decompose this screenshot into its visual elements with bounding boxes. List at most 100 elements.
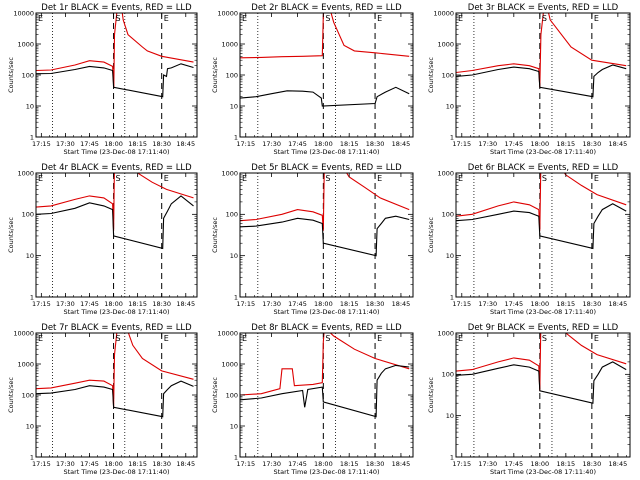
- x-tick-label: 18:30: [152, 300, 171, 308]
- events-series-line: [36, 195, 194, 250]
- start-marker-label: S: [325, 174, 330, 183]
- y-axis-label: Counts/sec: [427, 377, 435, 413]
- lld-series-line: [36, 13, 194, 88]
- x-tick-label: 18:15: [128, 300, 147, 308]
- series-group: [36, 173, 194, 250]
- x-tick-label: 18:00: [314, 460, 333, 468]
- end-marker-label: E: [242, 174, 247, 183]
- y-tick-label: 100: [226, 71, 238, 79]
- y-tick-label: 10: [26, 422, 34, 430]
- x-tick-label: 17:45: [80, 140, 99, 148]
- x-tick-label: 17:30: [262, 140, 281, 148]
- end-marker-label: E: [38, 174, 43, 183]
- y-tick-label: 100: [22, 71, 34, 79]
- x-tick-label: 17:30: [262, 300, 281, 308]
- start-marker-label: S: [542, 334, 547, 343]
- panel-title: Det 9r BLACK = Events, RED = LLD: [468, 323, 619, 333]
- y-tick-label: 100: [226, 211, 238, 219]
- panel-5: S E E 1 10 100 1000 17:15 17:30 17:45 18:00 18:15 18…: [211, 163, 414, 316]
- x-tick-label: 18:30: [582, 300, 601, 308]
- end-marker-label: E: [377, 14, 382, 23]
- y-tick-label: 10: [230, 102, 238, 110]
- end-marker-label: E: [38, 334, 43, 343]
- y-tick-label: 10: [230, 422, 238, 430]
- x-tick-label: 18:00: [314, 300, 333, 308]
- y-tick-label: 10: [446, 252, 454, 260]
- panel-title: Det 5r BLACK = Events, RED = LLD: [251, 163, 402, 173]
- y-tick-label: 100: [22, 211, 34, 219]
- lld-series-line: [456, 333, 627, 391]
- y-axis-label: Counts/sec: [211, 217, 219, 253]
- y-tick-label: 10: [26, 102, 34, 110]
- x-tick-label: 18:15: [556, 300, 575, 308]
- x-tick-label: 18:15: [128, 460, 147, 468]
- start-marker-label: S: [116, 174, 121, 183]
- y-tick-label: 1: [450, 133, 454, 141]
- y-axis-label: Counts/sec: [211, 57, 219, 93]
- x-tick-label: 18:45: [608, 140, 627, 148]
- panel-title: Det 2r BLACK = Events, RED = LLD: [251, 3, 402, 13]
- y-tick-label: 1: [234, 133, 238, 141]
- panel-title: Det 8r BLACK = Events, RED = LLD: [251, 323, 402, 333]
- x-tick-label: 18:00: [104, 140, 123, 148]
- start-marker-label: S: [116, 14, 121, 23]
- end-marker-label: E: [458, 334, 463, 343]
- panel-title: Det 1r BLACK = Events, RED = LLD: [41, 3, 192, 13]
- x-tick-label: 18:00: [314, 140, 333, 148]
- x-tick-label: 17:45: [288, 300, 307, 308]
- events-series-line: [36, 63, 194, 98]
- y-tick-label: 1000: [437, 169, 454, 177]
- x-tick-label: 18:45: [608, 300, 627, 308]
- x-axis-label: Start Time (23-Dec-08 17:11:40): [490, 468, 596, 476]
- panel-4: S E E 1 10 100 1000 17:15 17:30 17:45 18:00 18:15 18…: [7, 163, 198, 316]
- end-marker-label: E: [377, 334, 382, 343]
- x-tick-label: 17:30: [56, 460, 75, 468]
- y-tick-label: 10: [446, 412, 454, 420]
- series-group: [36, 13, 194, 98]
- end-marker-label: E: [164, 14, 169, 23]
- y-tick-label: 10: [230, 252, 238, 260]
- x-tick-label: 17:15: [236, 300, 255, 308]
- x-tick-label: 17:15: [452, 140, 471, 148]
- x-axis-label: Start Time (23-Dec-08 17:11:40): [490, 308, 596, 316]
- end-marker-label: E: [38, 14, 43, 23]
- x-tick-label: 17:30: [478, 140, 497, 148]
- x-tick-label: 17:15: [236, 140, 255, 148]
- x-tick-label: 18:00: [104, 300, 123, 308]
- panel-8: S E E 1 10 100 1000 10000 17:15 17:30 17:45 18:00 18…: [211, 323, 414, 476]
- x-tick-label: 17:45: [80, 300, 99, 308]
- x-tick-label: 18:00: [530, 460, 549, 468]
- x-axis-label: Start Time (23-Dec-08 17:11:40): [63, 148, 169, 156]
- end-marker-label: E: [594, 14, 599, 23]
- y-tick-label: 1: [234, 293, 238, 301]
- y-tick-label: 10: [26, 252, 34, 260]
- x-tick-label: 18:30: [152, 460, 171, 468]
- y-tick-label: 1: [30, 133, 34, 141]
- x-tick-label: 18:45: [392, 140, 411, 148]
- end-marker-label: E: [594, 334, 599, 343]
- y-tick-label: 1: [30, 453, 34, 461]
- y-tick-label: 1000: [437, 329, 454, 337]
- events-series-line: [456, 361, 627, 404]
- events-series-line: [240, 364, 410, 418]
- series-group: [456, 333, 627, 404]
- y-tick-label: 1000: [221, 169, 238, 177]
- series-group: [456, 13, 627, 98]
- y-tick-label: 10: [446, 102, 454, 110]
- y-axis-label: Counts/sec: [7, 217, 15, 253]
- x-tick-label: 17:30: [478, 460, 497, 468]
- y-tick-label: 10000: [13, 9, 34, 17]
- y-tick-label: 1: [450, 453, 454, 461]
- panel-3: S E E 1 10 100 1000 10000 17:15 17:30 17:45 18:00 18…: [427, 3, 631, 156]
- panel-7: S E E 1 10 100 1000 10000 17:15 17:30 17:45 18:00 18…: [7, 323, 198, 476]
- y-tick-label: 1000: [221, 360, 238, 368]
- x-tick-label: 17:30: [478, 300, 497, 308]
- panel-title: Det 6r BLACK = Events, RED = LLD: [468, 163, 619, 173]
- events-series-line: [456, 203, 627, 250]
- y-tick-label: 100: [22, 391, 34, 399]
- y-tick-label: 100: [226, 391, 238, 399]
- x-tick-label: 18:00: [530, 300, 549, 308]
- x-tick-label: 18:45: [176, 140, 195, 148]
